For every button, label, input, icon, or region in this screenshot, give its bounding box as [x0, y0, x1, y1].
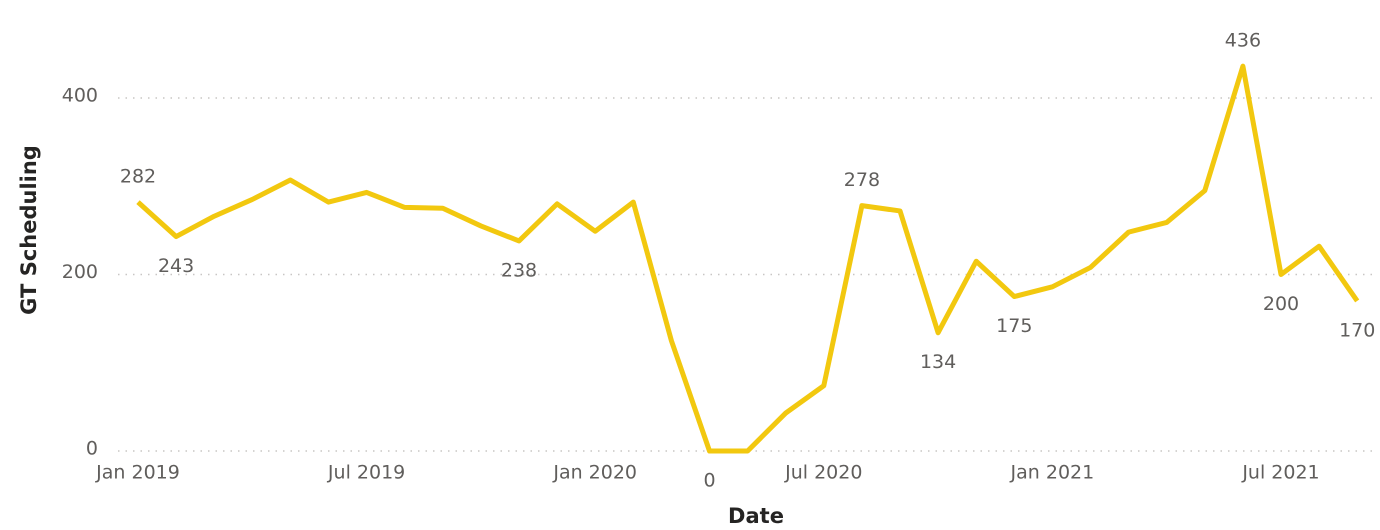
x-tick-label: Jul 2020 — [784, 462, 862, 484]
data-label: 0 — [703, 470, 715, 492]
x-tick-label: Jul 2021 — [1241, 462, 1319, 484]
data-label: 134 — [920, 351, 956, 373]
data-label: 436 — [1225, 30, 1261, 52]
x-axis-title: Date — [728, 504, 784, 528]
x-tick-label: Jan 2020 — [552, 462, 637, 484]
data-label: 170 — [1339, 319, 1375, 341]
data-label: 243 — [158, 255, 194, 277]
y-tick-label: 400 — [62, 84, 98, 106]
data-label: 238 — [501, 259, 537, 281]
x-tick-label: Jan 2021 — [1010, 462, 1095, 484]
y-axis-title: GT Scheduling — [17, 145, 41, 315]
line — [136, 63, 1360, 454]
x-tick-label: Jan 2019 — [95, 462, 180, 484]
data-label: 282 — [120, 166, 156, 188]
x-tick-label: Jul 2019 — [327, 462, 405, 484]
y-tick-label: 0 — [86, 438, 98, 460]
y-tick-label: 200 — [62, 261, 98, 283]
data-label: 200 — [1263, 293, 1299, 315]
data-label: 175 — [996, 315, 1032, 337]
data-label: 278 — [844, 169, 880, 191]
